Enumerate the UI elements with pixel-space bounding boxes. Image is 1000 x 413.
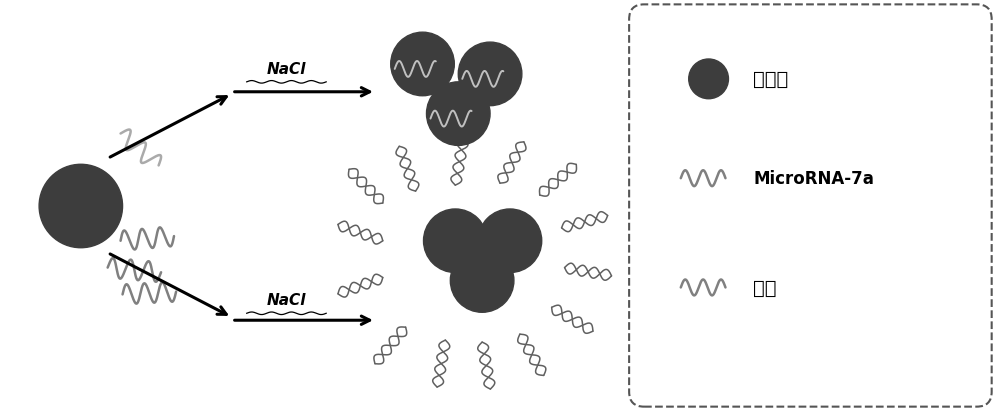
FancyBboxPatch shape — [629, 5, 992, 407]
Circle shape — [478, 209, 542, 273]
Circle shape — [689, 60, 728, 100]
Circle shape — [426, 83, 490, 146]
Text: NaCl: NaCl — [267, 62, 306, 77]
Text: 探针: 探针 — [753, 278, 777, 297]
Text: NaCl: NaCl — [267, 292, 306, 308]
Text: MicroRNA-7a: MicroRNA-7a — [753, 170, 874, 188]
Circle shape — [424, 209, 487, 273]
Text: 纳米金: 纳米金 — [753, 70, 789, 89]
Circle shape — [39, 165, 123, 248]
Circle shape — [450, 249, 514, 313]
Circle shape — [391, 33, 454, 97]
Circle shape — [458, 43, 522, 107]
